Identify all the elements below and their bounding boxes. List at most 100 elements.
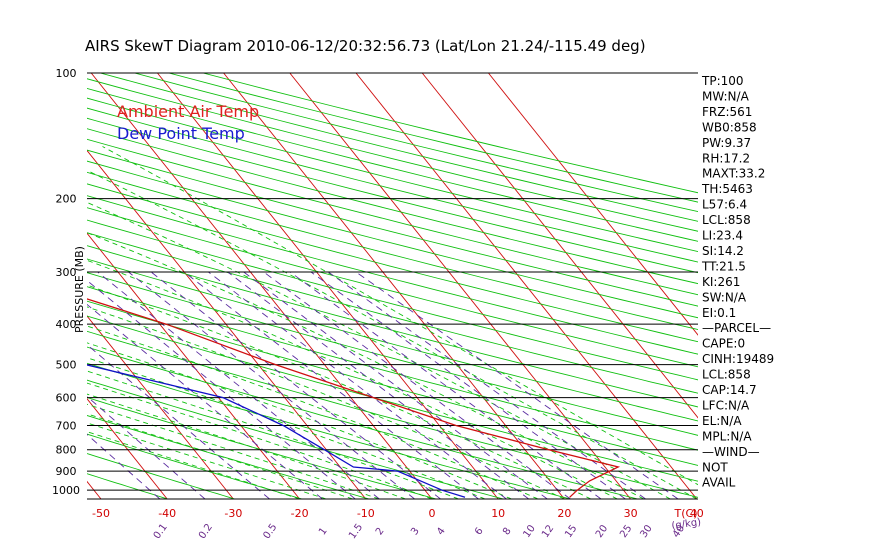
- pressure-tick-label: 100: [56, 67, 77, 80]
- index-entry: MW:N/A: [702, 89, 750, 103]
- mixing-ratio-tick-label: 30: [638, 523, 654, 540]
- index-entry: —PARCEL—: [702, 321, 771, 335]
- mixing-ratio-tick-label: 1: [317, 526, 330, 538]
- mixing-ratio-tick-label: 12: [540, 523, 556, 540]
- mixing-ratio-line: [87, 279, 356, 499]
- mixing-ratio-tick-label: 3: [409, 526, 422, 538]
- mixing-unit-label: (g/kg): [671, 517, 702, 532]
- index-entry: CINH:19489: [702, 352, 774, 366]
- pressure-tick-label: 300: [56, 266, 77, 279]
- y-axis-label: PRESSURE (MB): [73, 246, 86, 333]
- series-layer: [87, 298, 621, 498]
- index-entry: LFC:N/A: [702, 398, 750, 412]
- pressure-tick-label: 500: [56, 359, 77, 372]
- index-entry: SI:14.2: [702, 244, 744, 258]
- mixing-ratio-line: [243, 271, 548, 499]
- mixing-ratio-line: [227, 271, 529, 499]
- dry-adiabat-line: [87, 415, 370, 499]
- pressure-tick-label: 700: [56, 420, 77, 433]
- mixing-ratio-tick-label: 6: [473, 526, 486, 538]
- moist-adiabat-line: [87, 431, 300, 499]
- index-entry: EL:N/A: [702, 414, 742, 428]
- dry-adiabat-line: [87, 160, 698, 319]
- dry-adiabat-line: [87, 195, 698, 355]
- index-entry: NOT: [702, 460, 728, 474]
- dry-adiabat-line: [87, 379, 504, 499]
- isotherm-line: [289, 73, 631, 499]
- pressure-tick-label: 1000: [52, 484, 80, 497]
- dry-adiabat-line: [87, 453, 235, 499]
- isotherm-line: [90, 73, 433, 499]
- index-entry: SW:N/A: [702, 290, 747, 304]
- legend-ambient-air: Ambient Air Temp: [117, 102, 259, 121]
- mixing-ratio-tick-label: 10: [521, 523, 537, 540]
- mixing-ratio-tick-label: 8: [501, 526, 514, 538]
- mixing-ratio-tick-label: 0.2: [197, 522, 215, 541]
- pressure-tick-label: 600: [56, 392, 77, 405]
- pressure-tick-label: 800: [56, 444, 77, 457]
- mixing-ratio-tick-label: 1.5: [347, 522, 365, 541]
- mixing-ratio-line: [263, 271, 571, 499]
- pressure-tick-label: 400: [56, 318, 77, 331]
- index-entry: TP:100: [701, 74, 744, 88]
- label-layer: 1002003004005006007008009001000-120-110-…: [52, 67, 704, 541]
- ambient-air-temp-line: [87, 298, 621, 498]
- dew-point-temp-line: [87, 364, 466, 498]
- temp-unit-label: T(C): [674, 507, 698, 520]
- isotherm-line: [355, 73, 698, 499]
- bottom-temp-tick-label: 20: [557, 507, 571, 520]
- pressure-tick-label: 200: [56, 193, 77, 206]
- mixing-ratio-line: [183, 271, 479, 499]
- index-entry: AVAIL: [702, 476, 736, 490]
- dry-adiabat-line: [87, 138, 698, 296]
- index-entry: TH:5463: [701, 182, 753, 196]
- bottom-temp-tick-label: 0: [429, 507, 436, 520]
- chart-title: AIRS SkewT Diagram 2010-06-12/20:32:56.7…: [85, 37, 646, 55]
- mixing-ratio-tick-label: 20: [594, 523, 610, 540]
- moist-adiabat-line: [87, 232, 645, 499]
- dry-adiabat-line: [87, 232, 698, 394]
- mixing-ratio-line: [150, 271, 441, 499]
- index-entry: LCL:858: [702, 213, 751, 227]
- dry-adiabat-line: [87, 258, 698, 422]
- dry-adiabat-line: [87, 128, 698, 285]
- mixing-ratio-tick-label: 0.1: [152, 522, 170, 541]
- bottom-temp-tick-label: -40: [158, 507, 176, 520]
- moist-adiabat-line: [87, 169, 698, 499]
- bottom-temp-tick-label: -20: [291, 507, 309, 520]
- pressure-tick-label: 900: [56, 465, 77, 478]
- index-entry: —WIND—: [702, 445, 760, 459]
- dry-adiabat-line: [87, 330, 698, 498]
- mixing-ratio-line: [208, 271, 507, 499]
- dry-adiabat-line: [87, 117, 698, 274]
- dry-adiabat-line: [87, 362, 571, 499]
- dry-adiabat-line: [87, 149, 698, 307]
- bottom-temp-tick-label: -10: [357, 507, 375, 520]
- bottom-temp-tick-label: 30: [624, 507, 638, 520]
- mixing-ratio-line: [289, 271, 602, 499]
- index-entry: WB0:858: [702, 120, 757, 134]
- mixing-ratio-tick-label: 2: [374, 526, 387, 538]
- bottom-temp-tick-label: -30: [224, 507, 242, 520]
- dry-adiabat-line: [87, 183, 698, 343]
- bottom-temp-tick-label: -50: [92, 507, 110, 520]
- index-entry: CAP:14.7: [702, 383, 757, 397]
- index-entry: KI:261: [702, 275, 740, 289]
- index-entry: LI:23.4: [702, 229, 743, 243]
- dry-adiabat-line: [87, 97, 698, 253]
- bottom-temp-tick-label: 40: [690, 507, 704, 520]
- mixing-ratio-tick-label: 15: [563, 523, 579, 540]
- index-entry: PW:9.37: [702, 136, 751, 150]
- legend-dew-point: Dew Point Temp: [117, 124, 245, 143]
- isotherm-line: [0, 73, 35, 499]
- dry-adiabat-line: [87, 272, 698, 436]
- isotherm-line: [421, 73, 698, 419]
- isotherm-line: [87, 398, 168, 499]
- index-entry: TT:21.5: [701, 259, 746, 273]
- dry-adiabat-line: [87, 219, 698, 381]
- isotherm-line: [87, 232, 300, 499]
- dry-adiabat-line: [87, 286, 698, 451]
- isotherm-line: [87, 315, 234, 499]
